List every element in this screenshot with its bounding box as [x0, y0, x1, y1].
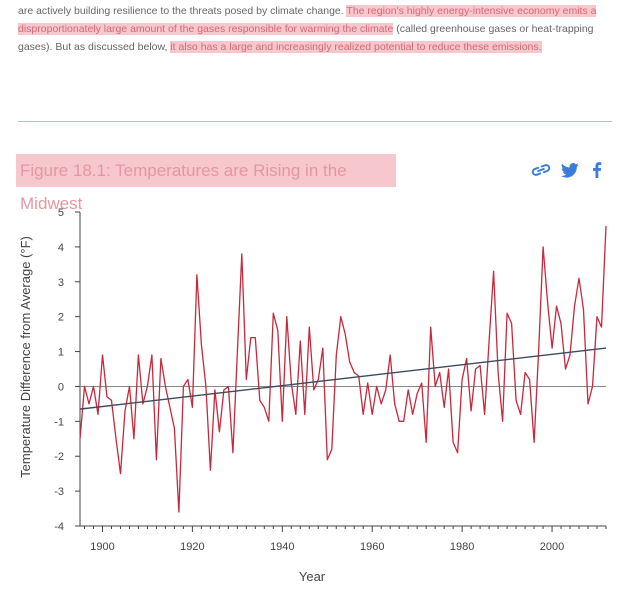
x-tick-label: 1900 — [90, 541, 114, 553]
temperature-series-line — [79, 225, 607, 513]
y-axis-label: Temperature Difference from Average (°F) — [18, 236, 33, 478]
y-tick-label: 1 — [58, 347, 64, 359]
chart-axes: -4 -3 -2 -1 0 1 2 3 4 5 1900 1920 1940 1960 1980 2000 — [54, 207, 607, 553]
twitter-icon[interactable] — [561, 160, 579, 180]
chart-plot-area — [79, 225, 607, 513]
link-icon[interactable] — [530, 160, 552, 180]
x-tick-label: 1980 — [450, 541, 474, 553]
y-tick-label: -3 — [54, 486, 64, 498]
facebook-icon[interactable] — [592, 160, 602, 180]
x-axis-label: Year — [299, 569, 326, 584]
x-tick-label: 1940 — [270, 541, 294, 553]
section-divider — [18, 121, 612, 122]
trend-line — [79, 347, 607, 410]
y-tick-label: 4 — [58, 242, 64, 254]
y-tick-label: -4 — [54, 521, 64, 533]
temperature-chart: -4 -3 -2 -1 0 1 2 3 4 5 1900 1920 1940 1960 1980 2000 T… — [18, 207, 607, 584]
y-tick-label: -1 — [54, 416, 64, 428]
article-text: (called greenhouse gases or heat-trappin… — [18, 23, 594, 53]
x-tick-label: 1920 — [180, 541, 204, 553]
highlighted-text: it also has a large and increasingly rea… — [170, 41, 542, 53]
y-tick-label: 2 — [58, 312, 64, 324]
article-paragraph: are actively building resilience to the … — [18, 2, 618, 56]
x-tick-label: 2000 — [540, 541, 564, 553]
y-tick-label: 0 — [58, 381, 64, 393]
article-text: are actively building resilience to the … — [18, 5, 347, 17]
figure-title: Figure 18.1: Temperatures are Rising in … — [16, 154, 396, 213]
y-tick-label: -2 — [54, 451, 64, 463]
y-tick-label: 3 — [58, 277, 64, 289]
x-tick-label: 1960 — [360, 541, 384, 553]
y-tick-label: 5 — [58, 207, 64, 219]
